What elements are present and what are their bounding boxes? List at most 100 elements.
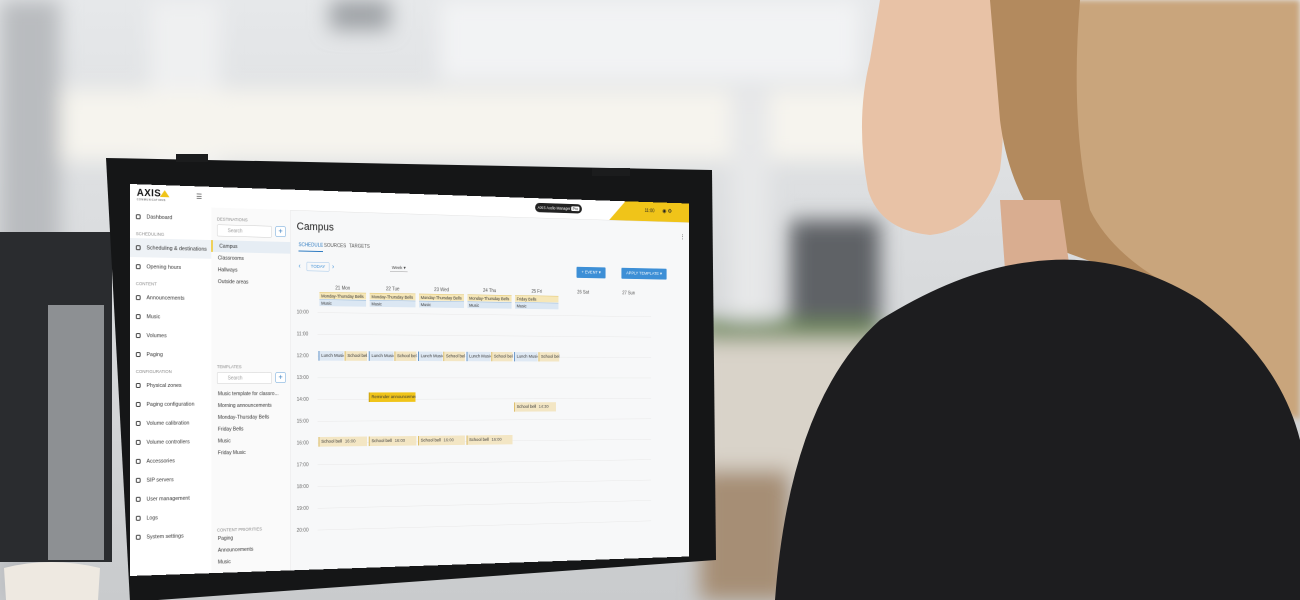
nav-item[interactable]: Volumes bbox=[130, 326, 211, 346]
all-day-event[interactable]: Music bbox=[370, 300, 416, 307]
calendar-event[interactable]: Lunch Music bbox=[369, 351, 394, 361]
event-time: 16:00 bbox=[395, 438, 405, 443]
all-day-event[interactable]: Music bbox=[467, 302, 511, 309]
calendar-event[interactable]: School bell 16:00 bbox=[467, 435, 513, 445]
nav-item[interactable]: Music bbox=[130, 307, 211, 327]
calendar-event[interactable]: School bell bbox=[394, 351, 416, 361]
hour-label: 15:00 bbox=[297, 418, 309, 424]
calendar-event[interactable]: School bell bbox=[538, 352, 559, 361]
event-title: School bell bbox=[347, 353, 367, 358]
hour-label: 13:00 bbox=[297, 375, 309, 381]
add-button[interactable]: + bbox=[276, 226, 286, 237]
list-item[interactable]: Friday Bells bbox=[211, 423, 290, 435]
calendar-event[interactable]: School bell bbox=[345, 351, 367, 361]
list-item[interactable]: Monday-Thursday Bells bbox=[211, 411, 290, 423]
event-title: School bell bbox=[446, 354, 465, 359]
event-title: Lunch Music bbox=[469, 354, 490, 359]
nav-item[interactable]: Volume controllers bbox=[130, 432, 211, 452]
all-day-event[interactable]: Music bbox=[319, 299, 366, 306]
nav-item[interactable]: Logs bbox=[130, 507, 211, 528]
hour-line bbox=[318, 459, 652, 465]
hour-line bbox=[318, 480, 652, 487]
nav-section-title: CONFIGURATION bbox=[130, 364, 211, 376]
list-item[interactable]: Music bbox=[211, 434, 290, 447]
all-day-event[interactable]: Music bbox=[419, 301, 464, 308]
list-item[interactable]: Music bbox=[211, 554, 290, 568]
search-field[interactable]: Search bbox=[217, 224, 272, 237]
calendar-event[interactable]: School bell bbox=[491, 352, 512, 361]
menu-icon[interactable]: ☰ bbox=[196, 192, 202, 201]
event-title: Lunch Music bbox=[321, 353, 344, 358]
list-item[interactable]: Morning announcements bbox=[211, 399, 290, 411]
day-header: 22 Tue bbox=[368, 286, 417, 292]
templates-section: TEMPLATES Search + Music template for class… bbox=[211, 364, 290, 459]
hour-label: 19:00 bbox=[297, 505, 309, 511]
calendar-event[interactable]: Lunch Music bbox=[467, 352, 491, 361]
search-field[interactable]: Search bbox=[217, 372, 272, 384]
hour-label: 14:00 bbox=[297, 396, 309, 402]
list-item[interactable]: Outside areas bbox=[211, 276, 290, 289]
section-title: TEMPLATES bbox=[211, 364, 290, 369]
calendar-event[interactable]: School bell 16:00 bbox=[318, 437, 367, 447]
hour-line bbox=[318, 398, 652, 400]
nav-item[interactable]: Scheduling & destinations bbox=[130, 238, 211, 259]
hour-line bbox=[318, 521, 652, 531]
calendar-event[interactable]: Lunch Music bbox=[514, 352, 537, 361]
hour-label: 16:00 bbox=[297, 440, 309, 446]
nav-item[interactable]: System settings bbox=[130, 526, 211, 547]
destinations-section: DESTINATIONS Search + Campus Classrooms Hallw… bbox=[211, 216, 290, 288]
event-title: School bell bbox=[321, 439, 342, 445]
event-title: Lunch Music bbox=[517, 354, 538, 359]
calendar-event[interactable]: School bell 14:30 bbox=[514, 402, 556, 411]
section-title: DESTINATIONS bbox=[211, 216, 290, 223]
nav-item[interactable]: Accessories bbox=[130, 451, 211, 471]
nav-item[interactable]: Physical zones bbox=[130, 376, 211, 395]
calendar-event[interactable]: School bell 16:00 bbox=[418, 435, 465, 445]
main-area: Campus ⋮ SCHEDULE SOURCES TARGETS ‹ TODAY … bbox=[290, 210, 689, 570]
nav-item[interactable]: Opening hours bbox=[130, 257, 211, 278]
all-day-event[interactable]: Monday-Thursday Bells bbox=[319, 292, 366, 299]
event-title: School bell bbox=[469, 437, 489, 442]
nav-item[interactable]: SIP servers bbox=[130, 470, 211, 490]
nav-item[interactable]: Dashboard bbox=[130, 207, 211, 228]
list-item[interactable]: Music template for classro... bbox=[211, 388, 290, 400]
nav-item[interactable]: User management bbox=[130, 488, 211, 509]
header-icons[interactable]: ◉ ⚙ bbox=[662, 208, 672, 215]
all-day-event[interactable]: Music bbox=[515, 302, 558, 309]
destinations-panel: DESTINATIONS Search + Campus Classrooms Hallw… bbox=[211, 208, 290, 574]
hour-label: 10:00 bbox=[297, 309, 309, 315]
clock: 11:00 bbox=[645, 208, 655, 213]
event-title: Reminder announcement bbox=[371, 394, 415, 399]
nav-item[interactable]: Paging bbox=[130, 345, 211, 364]
event-title: School bell bbox=[371, 438, 392, 443]
coffee-cup bbox=[4, 562, 100, 600]
calendar-event[interactable]: School bell bbox=[443, 352, 465, 362]
event-time: 16:00 bbox=[345, 439, 356, 444]
day-header: 24 Thu bbox=[466, 288, 514, 294]
hour-label: 11:00 bbox=[297, 331, 309, 337]
day-header: 21 Mon bbox=[318, 285, 368, 291]
calendar-event[interactable]: School bell 16:00 bbox=[369, 436, 417, 446]
side-nav: Dashboard SCHEDULING Scheduling & destinat… bbox=[130, 205, 212, 576]
event-title: Lunch Music bbox=[421, 353, 443, 358]
app-ui: AXIS COMMUNICATIONS ☰ AXIS Audio Manager… bbox=[130, 184, 689, 576]
product-tier: Pro bbox=[571, 206, 579, 211]
day-header: 27 Sun bbox=[606, 290, 651, 296]
all-day-event[interactable]: Monday-Thursday Bells bbox=[467, 294, 511, 301]
calendar-event[interactable]: Lunch Music bbox=[318, 351, 343, 361]
webcam bbox=[176, 154, 208, 162]
all-day-event[interactable]: Monday-Thursday Bells bbox=[370, 293, 416, 300]
add-button[interactable]: + bbox=[276, 372, 286, 383]
nav-item[interactable]: Volume calibration bbox=[130, 414, 211, 433]
priorities-section: CONTENT PRIORITIES Paging Announcements Mus… bbox=[211, 526, 290, 569]
event-title: School bell bbox=[421, 438, 441, 443]
list-item[interactable]: Friday Music bbox=[211, 446, 290, 459]
all-day-event[interactable]: Monday-Thursday Bells bbox=[419, 294, 464, 301]
nav-item[interactable]: Paging configuration bbox=[130, 395, 211, 414]
calendar: 10:00 11:00 12:00 13:00 14:00 15:00 16:00 17:00… bbox=[290, 210, 689, 570]
day-header: 23 Wed bbox=[417, 287, 465, 293]
calendar-event[interactable]: Reminder announcement bbox=[369, 392, 416, 402]
nav-item[interactable]: Announcements bbox=[130, 288, 211, 308]
calendar-event[interactable]: Lunch Music bbox=[418, 352, 442, 362]
